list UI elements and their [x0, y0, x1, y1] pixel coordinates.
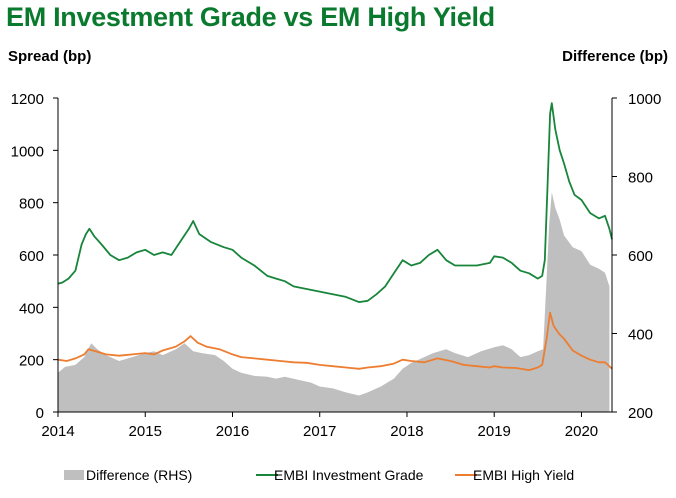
left-y-tick-label: 800: [19, 196, 44, 213]
x-tick-label: 2014: [41, 423, 74, 440]
legend-item-high-yield: EMBI High Yield: [455, 467, 574, 483]
right-y-tick-label: 1000: [628, 91, 661, 108]
legend-item-investment-grade: EMBI Investment Grade: [256, 467, 424, 483]
x-tick-label: 2018: [390, 423, 423, 440]
x-tick-label: 2020: [565, 423, 598, 440]
legend-label: EMBI High Yield: [473, 467, 574, 483]
axes-layer: 2014 2015 2016 2017 2018 2019 2020 0 200 400 600 80…: [11, 91, 662, 440]
left-y-tick-label: 600: [19, 248, 44, 265]
high-yield-line: [57, 311, 613, 372]
right-y-tick-label: 800: [628, 170, 653, 187]
x-tick-label: 2017: [303, 423, 336, 440]
x-tick-label: 2016: [216, 423, 249, 440]
right-y-tick-label: 400: [628, 327, 653, 344]
difference-area: [58, 192, 610, 412]
chart-title: EM Investment Grade vs EM High Yield: [6, 2, 495, 32]
legend-label: Difference (RHS): [86, 467, 192, 483]
legend-label: EMBI Investment Grade: [274, 467, 424, 483]
left-y-tick-label: 0: [36, 405, 44, 422]
right-axis-title: Difference (bp): [562, 48, 668, 65]
difference-area-layer: [58, 192, 610, 412]
x-tick-label: 2019: [478, 423, 511, 440]
left-y-tick-label: 200: [19, 353, 44, 370]
investment-grade-line: [57, 102, 613, 304]
legend-swatch: [64, 470, 84, 480]
left-axis-title: Spread (bp): [8, 48, 92, 65]
left-y-tick-label: 1200: [11, 91, 44, 108]
left-y-tick-label: 1000: [11, 143, 44, 160]
left-y-tick-label: 400: [19, 300, 44, 317]
right-y-tick-label: 600: [628, 248, 653, 265]
legend-item-difference: Difference (RHS): [64, 467, 192, 483]
right-y-tick-label: 200: [628, 405, 653, 422]
line-series-layer: [57, 102, 613, 372]
x-tick-label: 2015: [129, 423, 162, 440]
legend: Difference (RHS) EMBI Investment Grade EMB…: [64, 467, 574, 483]
